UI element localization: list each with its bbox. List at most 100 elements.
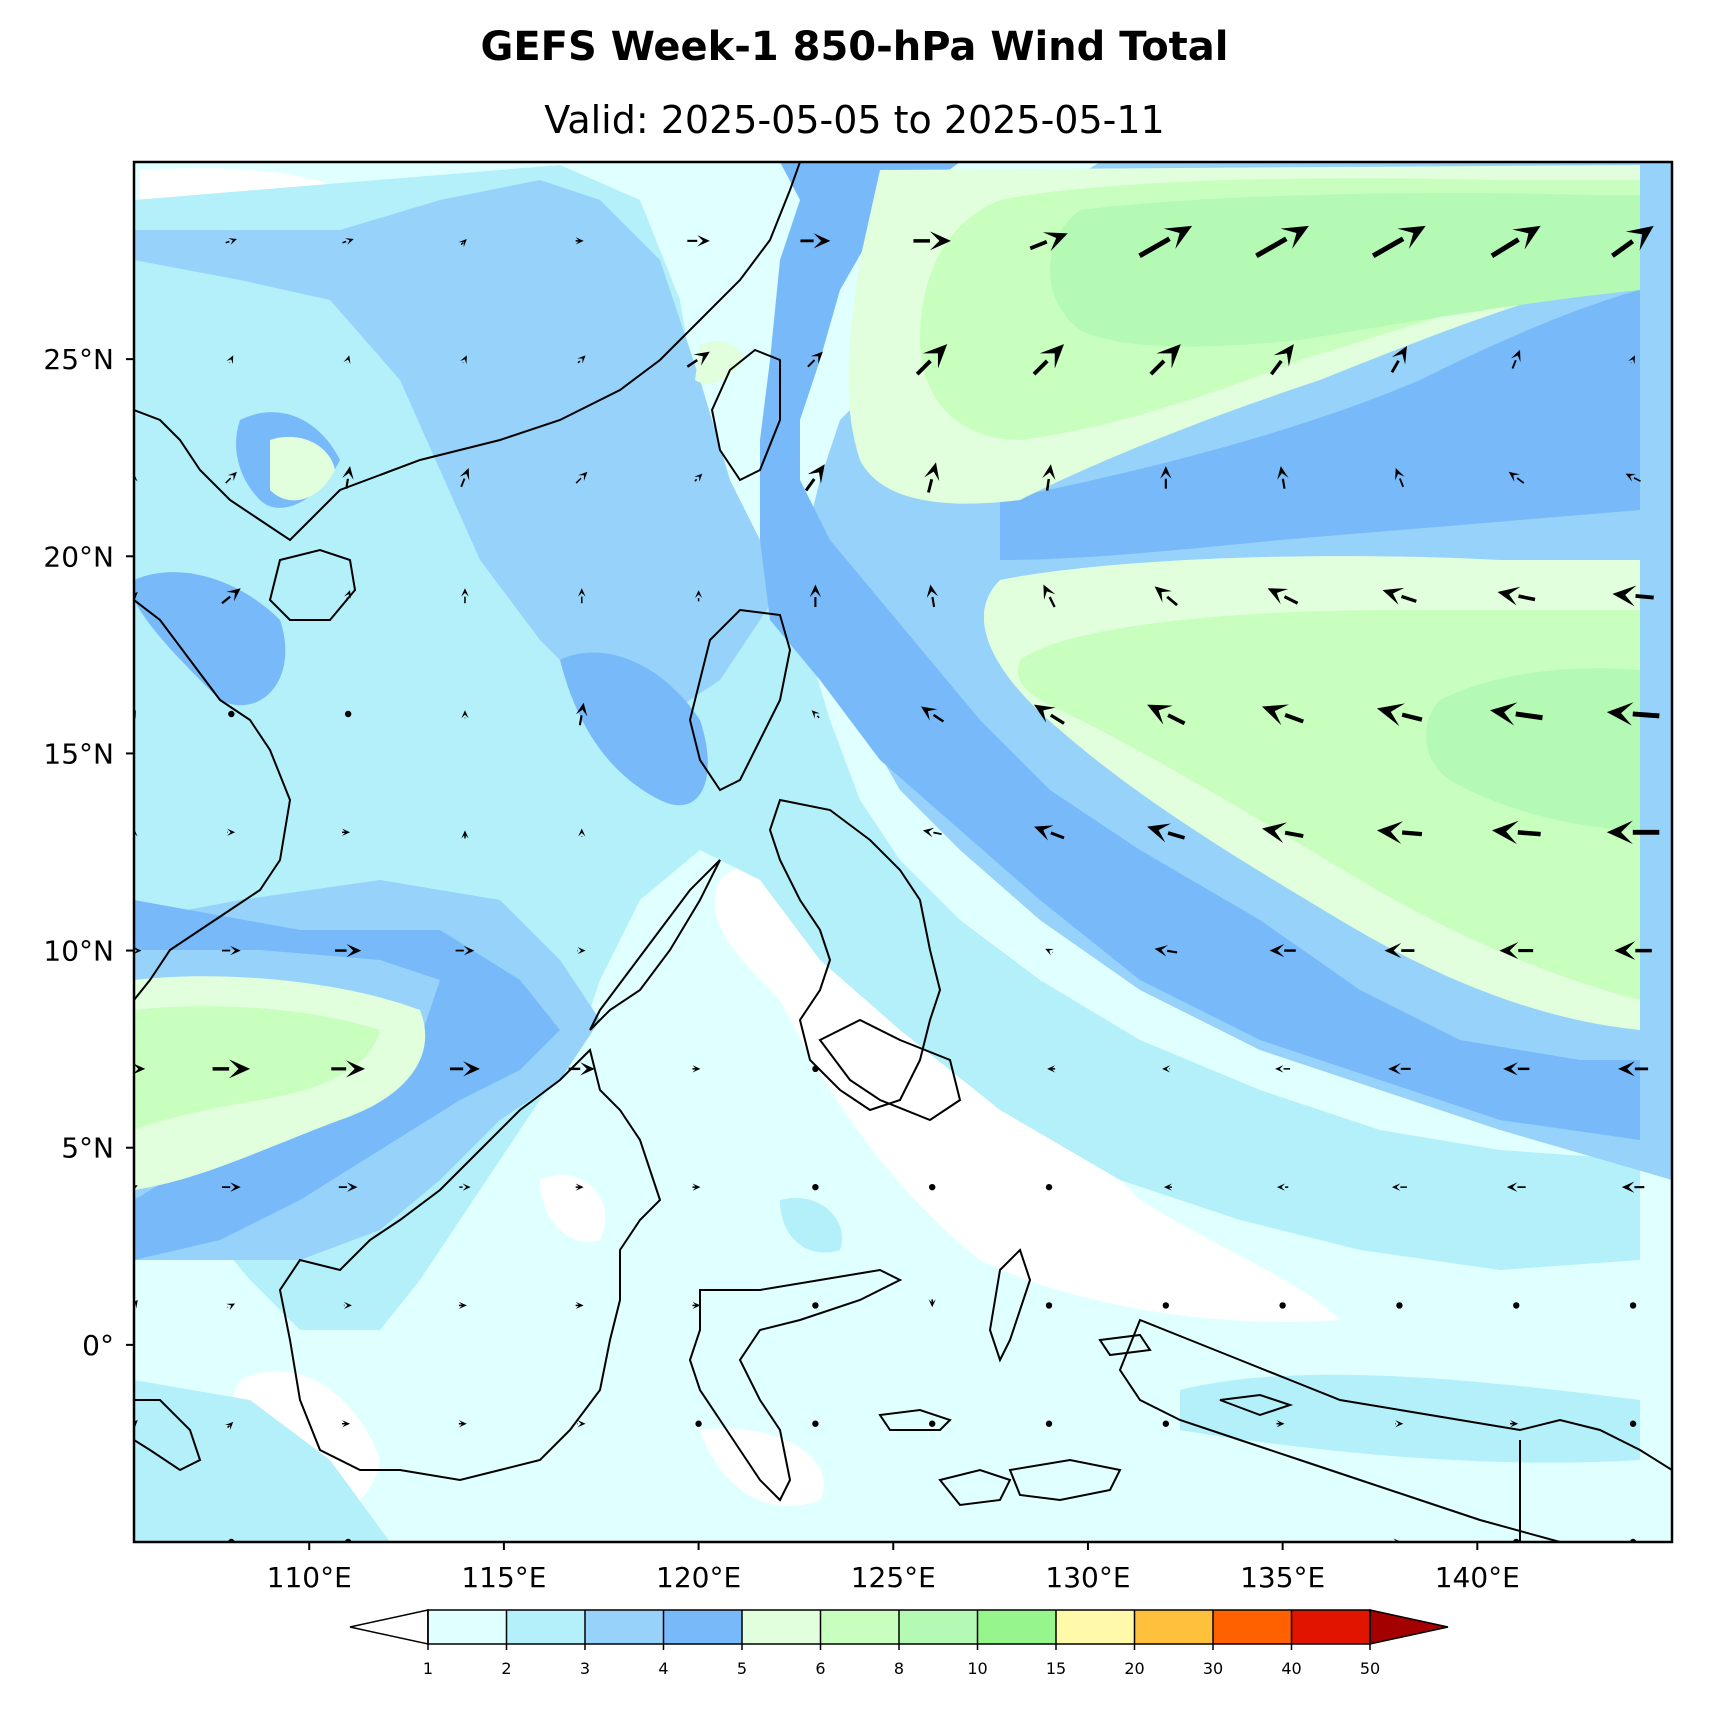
arrow-head xyxy=(1277,1183,1286,1191)
lon-tick-label: 115°E xyxy=(461,1561,546,1594)
colorbar-swatch xyxy=(1056,1610,1135,1644)
calm-dot xyxy=(344,710,352,718)
arrow-shaft xyxy=(460,242,464,246)
arrow-head xyxy=(344,590,351,599)
arrow-head xyxy=(342,1420,351,1428)
wind-arrow xyxy=(228,710,235,718)
arrow-head xyxy=(1491,820,1519,845)
arrow-head xyxy=(1384,943,1402,959)
wind-arrow xyxy=(1163,1183,1172,1191)
arrow-head xyxy=(458,1420,467,1428)
wind-arrow xyxy=(344,710,352,718)
wind-vectors xyxy=(130,225,1660,1542)
calm-dot xyxy=(228,710,235,718)
arrow-shaft xyxy=(1050,831,1065,840)
arrow-shaft xyxy=(1166,949,1178,954)
arrow-shaft xyxy=(1029,240,1048,251)
colorbar-tick-label: 50 xyxy=(1360,1659,1380,1678)
colorbar-under-triangle xyxy=(349,1609,429,1645)
wind-arrow xyxy=(1269,344,1294,376)
lat-tick-label: 20°N xyxy=(43,540,114,573)
wind-arrow xyxy=(1376,703,1423,727)
colorbar-tick-label: 10 xyxy=(967,1659,987,1678)
wind-arrow xyxy=(134,947,142,954)
arrow-shaft xyxy=(460,478,466,488)
arrow-head xyxy=(461,588,469,597)
wind-arrow xyxy=(225,238,237,245)
wind-arrow xyxy=(1625,473,1641,482)
arrow-head xyxy=(1499,942,1519,960)
arrow-shaft xyxy=(1149,359,1166,376)
wind-arrow xyxy=(922,827,942,838)
calm-dot xyxy=(812,1183,819,1191)
colorbar-swatch xyxy=(585,1610,664,1644)
arrow-head xyxy=(226,1303,236,1311)
wind-arrow xyxy=(928,1299,936,1308)
arrow-head xyxy=(577,355,586,364)
wind-arrow xyxy=(1262,704,1304,726)
arrow-head xyxy=(811,710,820,719)
wind-arrow xyxy=(1506,1182,1526,1192)
wind-arrow xyxy=(331,1060,366,1078)
wind-arrow xyxy=(577,1420,586,1428)
arrow-shaft xyxy=(130,598,132,600)
wind-arrow xyxy=(1511,349,1521,369)
wind-arrow xyxy=(343,355,351,365)
wind-arrow xyxy=(694,473,703,482)
arrow-head xyxy=(1262,822,1287,844)
arrow-head xyxy=(926,584,939,599)
wind-arrow xyxy=(461,588,469,604)
wind-arrow xyxy=(1045,1302,1053,1309)
calm-dot xyxy=(929,1183,936,1191)
arrow-shaft xyxy=(1049,713,1065,725)
arrow-shaft xyxy=(1399,478,1405,488)
wind-arrow xyxy=(459,468,470,488)
arrow-head xyxy=(1391,1183,1401,1191)
lat-tick-label: 5°N xyxy=(61,1132,114,1165)
arrow-head xyxy=(1162,1065,1171,1073)
arrow-head xyxy=(692,1301,701,1310)
arrow-shaft xyxy=(1490,237,1520,258)
arrow-shaft xyxy=(345,478,349,489)
arrow-head xyxy=(1039,344,1065,369)
wind-arrow xyxy=(812,1420,819,1427)
arrow-head xyxy=(692,1183,701,1191)
arrow-shaft xyxy=(1635,594,1654,600)
wind-arrow xyxy=(221,945,241,956)
arrow-head xyxy=(1376,703,1405,727)
arrow-head xyxy=(1269,943,1285,958)
wind-arrow xyxy=(458,1420,467,1428)
arrow-head xyxy=(692,1065,701,1073)
arrow-head xyxy=(346,1060,366,1078)
arrow-head xyxy=(1034,825,1054,841)
arrow-head xyxy=(928,1299,936,1308)
arrow-head xyxy=(230,1182,241,1192)
colorbar-swatch xyxy=(1291,1610,1370,1644)
colorbar-tick-label: 5 xyxy=(737,1659,747,1678)
arrow-shaft xyxy=(1048,596,1056,608)
wind-arrow xyxy=(577,588,586,604)
arrow-shaft xyxy=(1517,830,1541,837)
colorbar-swatch xyxy=(899,1610,978,1644)
wind-arrow xyxy=(1160,466,1172,489)
calm-dot xyxy=(1629,1302,1637,1309)
coastlines xyxy=(134,162,1672,1542)
wind-arrow xyxy=(804,464,825,492)
arrow-shaft xyxy=(1400,594,1417,603)
wind-arrow xyxy=(1382,587,1417,605)
wind-arrow xyxy=(1621,1181,1645,1193)
arrow-shaft xyxy=(575,477,582,484)
arrow-head xyxy=(807,464,825,484)
wind-arrow xyxy=(1388,1063,1411,1075)
arrow-head xyxy=(1163,1183,1172,1191)
wind-arrow xyxy=(812,1302,819,1309)
wind-arrow xyxy=(1034,825,1065,841)
wind-arrow xyxy=(1490,225,1541,258)
arrow-head xyxy=(1506,1182,1518,1192)
wind-arrow xyxy=(1376,821,1423,844)
calm-dot xyxy=(1045,1183,1053,1191)
arrow-shaft xyxy=(1283,595,1299,605)
arrow-head xyxy=(929,231,951,251)
arrow-head xyxy=(1621,1181,1635,1193)
